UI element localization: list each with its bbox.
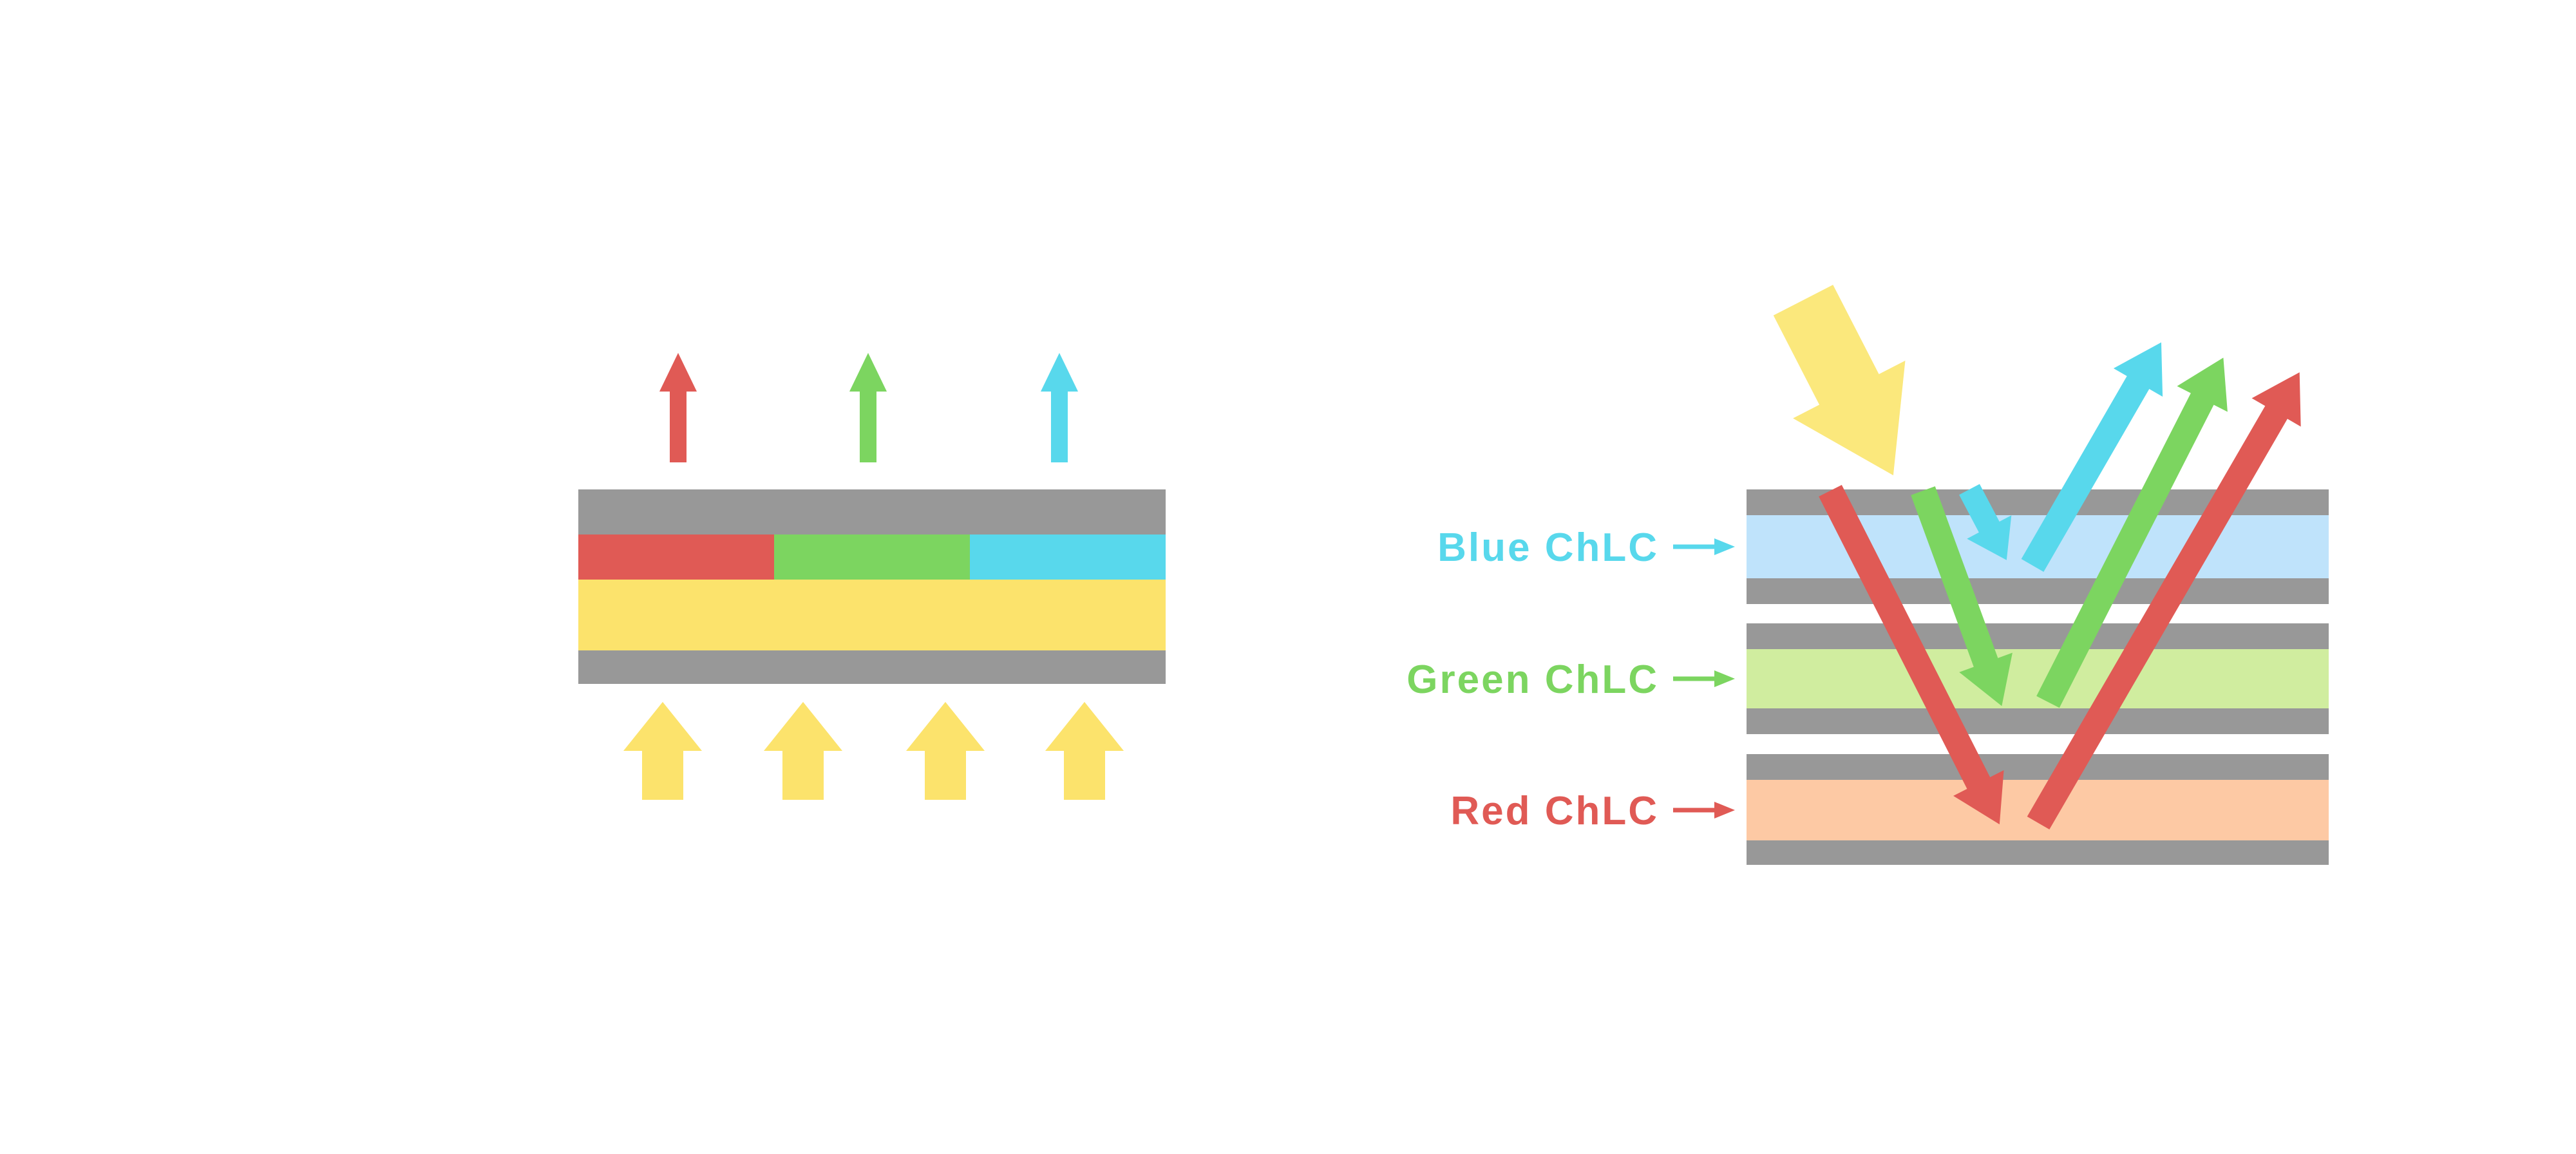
chlc-substrate-bar-4 [1747,708,2329,734]
red-ray-descending-shape [1819,484,2004,825]
blue-ray-descending-shape [1959,484,2012,560]
green-ray-descending-shape [1911,486,2012,706]
incident-light-arrow [1773,285,1906,476]
green-chlc-layer [1747,649,2329,708]
emitted-green-light-arrow [849,353,887,462]
emitted-blue-light-arrow [1041,353,1078,462]
green-filter-segment [774,534,970,580]
red-filter-segment [578,534,774,580]
label-green-chlc: Green ChLC [1406,657,1735,702]
red-ray-reflected-shape [2027,372,2301,830]
green-ray-reflected-arrow [2036,357,2228,708]
label-red-chlc: Red ChLC [1450,789,1735,833]
label-red-chlc-text: Red ChLC [1450,789,1659,833]
blue-ray-reflected-shape [2021,342,2163,572]
backlight-arrow-3 [906,702,985,800]
label-green-chlc-arrowhead [1714,670,1735,687]
chlc-reflective-stack-diagram: Blue ChLC Green ChLC Red ChLC [1406,285,2329,865]
blue-ray-reflected-arrow [2021,342,2163,572]
emitted-red-light-arrow [659,353,697,462]
green-ray-reflected-shape [2036,357,2228,708]
chlc-substrate-bar-3 [1747,623,2329,649]
red-ray-reflected-arrow [2027,372,2301,830]
backlight-layer [578,580,1166,650]
label-blue-chlc: Blue ChLC [1437,525,1735,570]
chlc-substrate-bar-6 [1747,840,2329,865]
chlc-substrate-bar-5 [1747,754,2329,780]
top-substrate-bar [578,489,1166,534]
bottom-substrate-bar [578,650,1166,684]
incident-light-arrow-shape [1773,285,1906,476]
label-blue-chlc-arrowhead [1714,538,1735,555]
blue-filter-segment [970,534,1166,580]
label-green-chlc-text: Green ChLC [1406,657,1659,702]
backlight-arrow-4 [1045,702,1124,800]
label-red-chlc-arrowhead [1714,802,1735,818]
label-blue-chlc-text: Blue ChLC [1437,525,1659,570]
red-ray-descending-arrow [1819,484,2004,825]
backlight-arrow-2 [764,702,842,800]
backlight-arrow-1 [623,702,702,800]
blue-ray-descending-arrow [1959,484,2012,560]
backlit-filter-stack-diagram [578,353,1166,800]
green-ray-descending-arrow [1911,486,2012,706]
chlc-substrate-bar-2 [1747,578,2329,604]
